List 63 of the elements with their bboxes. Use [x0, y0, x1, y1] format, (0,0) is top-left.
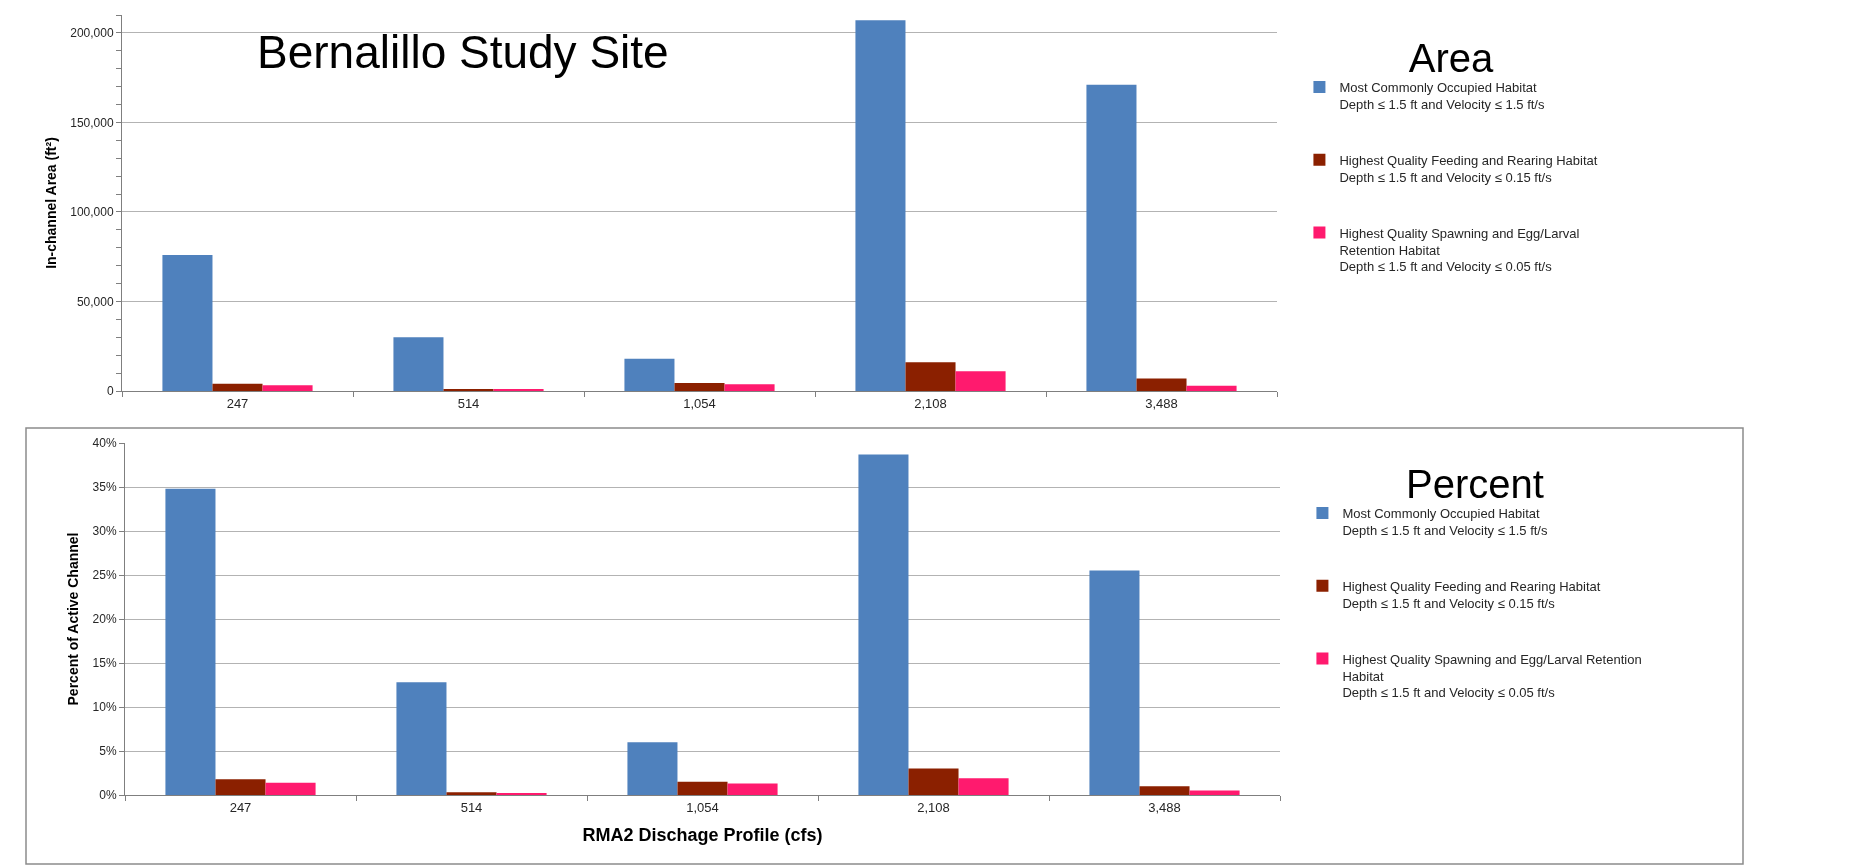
y-tick-label: 15%	[92, 656, 117, 671]
y-tick-label: 30%	[92, 524, 117, 539]
legend-title: Area	[1408, 36, 1495, 80]
y-axis-title: Percent of Active Channel	[65, 532, 82, 706]
bar	[624, 358, 675, 391]
y-tick-label: 150,000	[70, 115, 114, 130]
bar	[162, 254, 213, 391]
bar	[855, 20, 906, 391]
legend-label: Highest Quality Feeding and Rearing Habitat Depth ≤ 1.5 ft and Velocity ≤ 0.15 ft/s	[1342, 578, 1601, 611]
bar	[1189, 790, 1240, 795]
legend-label: Highest Quality Spawning and Egg/Larval Retention Habitat Depth ≤ 1.5 ft and Velocity ≤ 0.05 ft/s	[1342, 651, 1642, 701]
x-tick-label: 2,108	[914, 395, 947, 411]
x-tick-label: 1,054	[686, 799, 719, 815]
chart-title: Bernalillo Study Site	[257, 26, 669, 78]
y-tick-label: 25%	[92, 568, 117, 583]
legend-label: Most Commonly Occupied Habitat Depth ≤ 1.5 ft and Velocity ≤ 1.5 ft/s	[1339, 80, 1545, 112]
y-tick-label: 0%	[99, 788, 117, 803]
legend-label: Highest Quality Feeding and Rearing Habitat Depth ≤ 1.5 ft and Velocity ≤ 0.15 ft/s	[1339, 152, 1598, 185]
x-tick-label: 3,488	[1148, 799, 1181, 815]
y-tick-label: 10%	[92, 700, 117, 715]
bar	[215, 779, 266, 795]
x-tick-label: 247	[229, 799, 252, 815]
x-tick-label: 1,054	[683, 395, 716, 411]
bar	[165, 488, 216, 795]
legend-label: Most Commonly Occupied Habitat Depth ≤ 1.5 ft and Velocity ≤ 1.5 ft/s	[1342, 506, 1548, 538]
y-tick-label: 50,000	[76, 294, 114, 309]
y-axis-title: In-channel Area (ft²)	[42, 137, 59, 269]
bar	[727, 783, 778, 795]
y-tick-label: 0	[106, 384, 114, 399]
y-tick-label: 40%	[92, 436, 117, 451]
y-tick-label: 200,000	[70, 26, 114, 41]
x-tick-label: 514	[457, 395, 480, 411]
bar	[958, 778, 1009, 795]
bar	[1186, 385, 1237, 391]
bar	[674, 382, 725, 391]
bar	[677, 781, 728, 795]
legend-title: Percent	[1406, 462, 1544, 506]
bar	[955, 371, 1006, 391]
bar	[627, 742, 678, 795]
bar	[1089, 570, 1140, 795]
bar	[1136, 378, 1187, 391]
x-axis-title: RMA2 Dischage Profile (cfs)	[582, 824, 823, 845]
x-tick-label: 247	[226, 395, 249, 411]
bar	[908, 768, 959, 795]
legend-label: Highest Quality Spawning and Egg/Larval Retention Habitat Depth ≤ 1.5 ft and Velocity ≤ 0.05 ft/s	[1339, 225, 1580, 275]
y-tick-label: 5%	[99, 744, 117, 759]
bar	[858, 454, 909, 795]
bar	[446, 792, 497, 795]
bar	[212, 383, 263, 391]
bar	[262, 385, 313, 391]
x-tick-label: 514	[460, 799, 483, 815]
bar	[265, 782, 316, 795]
bar	[1086, 84, 1137, 391]
x-tick-label: 2,108	[917, 799, 950, 815]
bar	[724, 384, 775, 391]
y-tick-label: 35%	[92, 480, 117, 495]
bar	[396, 682, 447, 795]
y-tick-label: 20%	[92, 612, 117, 627]
y-tick-label: 100,000	[70, 205, 114, 220]
bar	[1139, 786, 1190, 795]
bar	[393, 337, 444, 391]
bar	[905, 362, 956, 391]
x-tick-label: 3,488	[1145, 395, 1178, 411]
